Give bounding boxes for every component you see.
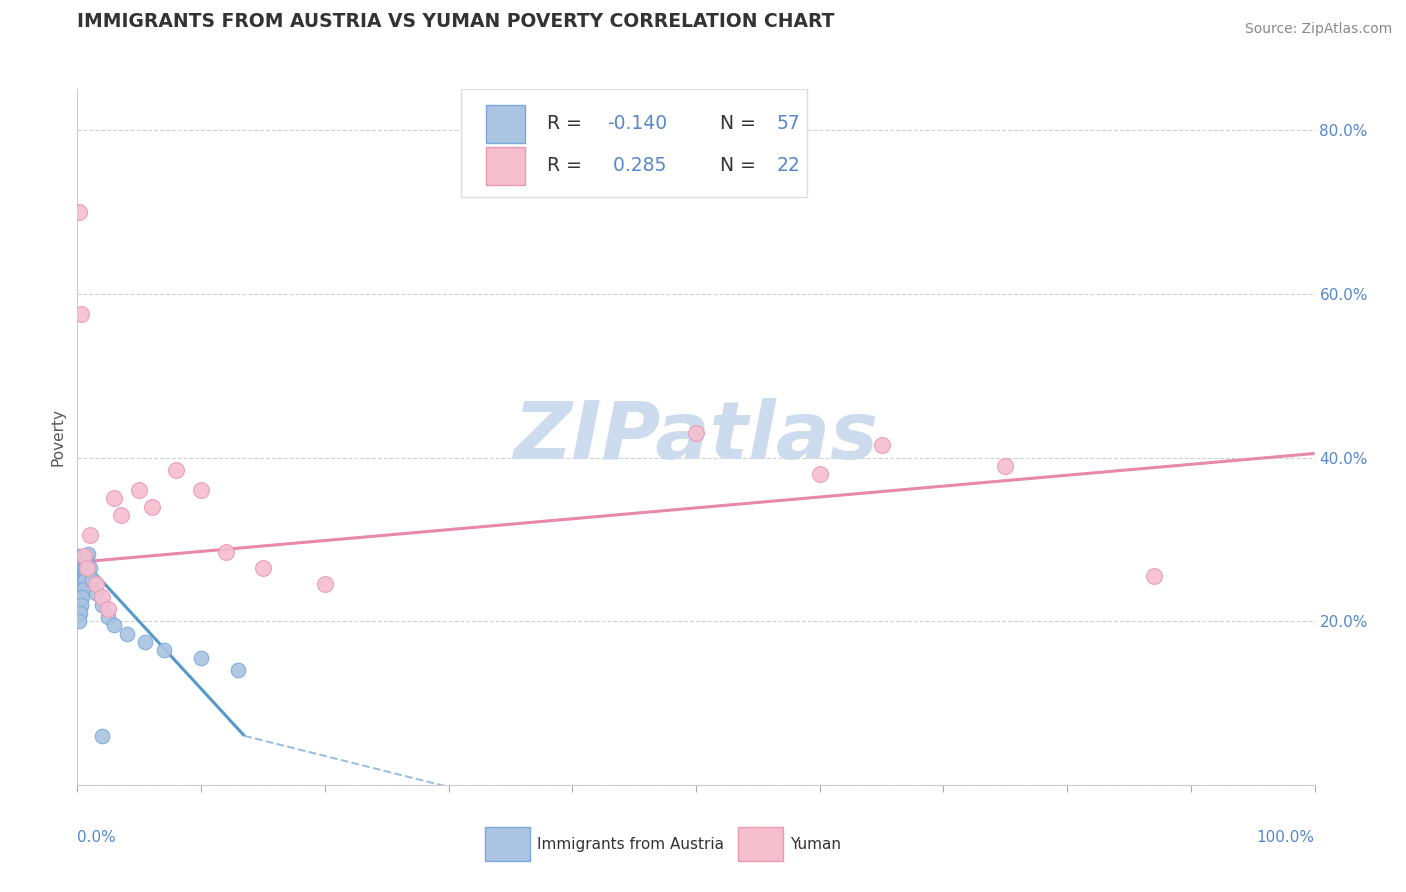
Point <box>75 565 97 579</box>
Point <box>91 729 114 743</box>
Point <box>252 561 274 575</box>
Point <box>75 558 97 573</box>
Point <box>103 618 125 632</box>
Point <box>76 557 98 571</box>
Text: IMMIGRANTS FROM AUSTRIA VS YUMAN POVERTY CORRELATION CHART: IMMIGRANTS FROM AUSTRIA VS YUMAN POVERTY… <box>77 12 835 31</box>
Point <box>82 574 104 588</box>
Point <box>70 585 93 599</box>
Point <box>69 594 91 608</box>
Point <box>72 582 94 596</box>
Point <box>70 557 93 571</box>
Point <box>73 553 96 567</box>
Point <box>67 561 90 575</box>
Point <box>115 626 138 640</box>
Point <box>91 598 114 612</box>
Point <box>77 547 100 561</box>
Point <box>67 205 90 219</box>
Point <box>67 602 90 616</box>
Text: 0.0%: 0.0% <box>77 830 117 845</box>
Point <box>69 588 91 602</box>
Point <box>97 602 120 616</box>
Point <box>134 634 156 648</box>
Text: R =: R = <box>547 156 588 175</box>
Point <box>72 574 94 589</box>
Point <box>84 577 107 591</box>
Point <box>72 555 94 569</box>
Point <box>69 553 91 567</box>
Point <box>72 558 94 573</box>
Point <box>76 561 98 575</box>
Y-axis label: Poverty: Poverty <box>51 408 66 467</box>
Point <box>165 463 187 477</box>
FancyBboxPatch shape <box>461 89 807 197</box>
Point <box>73 574 96 588</box>
Text: R =: R = <box>547 114 588 134</box>
Point <box>69 577 91 591</box>
Point <box>72 566 94 581</box>
Point <box>69 599 91 614</box>
Point <box>84 585 107 599</box>
Point <box>215 544 238 558</box>
Point <box>190 651 212 665</box>
Point <box>69 583 91 598</box>
Point <box>76 549 98 563</box>
Text: 22: 22 <box>776 156 800 175</box>
Point <box>226 664 249 678</box>
Point <box>70 580 93 594</box>
Text: N =: N = <box>709 156 762 175</box>
Point <box>67 574 90 588</box>
Text: 57: 57 <box>776 114 800 134</box>
Point <box>70 574 93 589</box>
Point <box>685 425 707 440</box>
Text: 100.0%: 100.0% <box>1257 830 1315 845</box>
Point <box>69 565 91 579</box>
Point <box>70 591 93 606</box>
Point <box>994 458 1017 473</box>
Point <box>72 564 94 578</box>
Point <box>73 561 96 575</box>
Point <box>97 610 120 624</box>
Point <box>91 590 114 604</box>
Text: N =: N = <box>709 114 762 134</box>
Point <box>870 438 893 452</box>
Text: -0.140: -0.140 <box>607 114 666 134</box>
Bar <box>485 105 526 143</box>
Bar <box>485 146 526 185</box>
Point <box>1143 569 1166 583</box>
Point <box>70 569 93 583</box>
Point <box>72 583 94 598</box>
Point <box>128 483 150 498</box>
Point <box>141 500 163 514</box>
Point <box>73 566 96 581</box>
Point <box>153 643 176 657</box>
Point <box>314 577 336 591</box>
Point <box>79 528 101 542</box>
Point <box>72 577 94 591</box>
Point <box>69 606 91 620</box>
Text: ZIPatlas: ZIPatlas <box>513 398 879 476</box>
Text: Source: ZipAtlas.com: Source: ZipAtlas.com <box>1244 22 1392 37</box>
Point <box>79 561 101 575</box>
Point <box>190 483 212 498</box>
Point <box>72 569 94 583</box>
Point <box>67 607 90 622</box>
Point <box>103 491 125 506</box>
Point <box>110 508 132 522</box>
Text: Yuman: Yuman <box>790 838 841 852</box>
Point <box>808 467 831 481</box>
Point <box>72 590 94 604</box>
Text: 0.285: 0.285 <box>607 156 666 175</box>
Point <box>70 598 93 612</box>
Point <box>72 549 94 563</box>
Point <box>67 596 90 610</box>
Point <box>67 591 90 606</box>
Point <box>67 585 90 599</box>
Point <box>67 614 90 628</box>
Point <box>70 307 93 321</box>
Point <box>67 549 90 563</box>
Point <box>72 572 94 586</box>
Text: Immigrants from Austria: Immigrants from Austria <box>537 838 724 852</box>
Point <box>75 550 97 565</box>
